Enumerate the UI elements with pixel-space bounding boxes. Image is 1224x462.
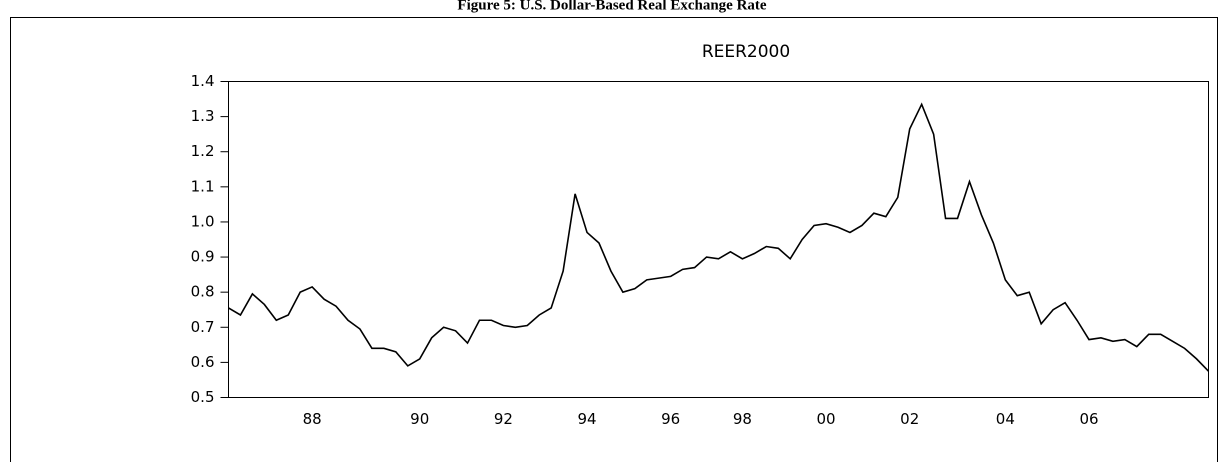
x-tick-label: 06 <box>1079 410 1098 428</box>
x-tick-label: 98 <box>733 410 752 428</box>
y-tick-label: 0.6 <box>191 353 215 371</box>
y-tick-label: 0.9 <box>191 248 215 266</box>
plot-frame <box>228 81 1209 398</box>
y-tick-label: 1.4 <box>191 72 215 90</box>
x-tick-label: 94 <box>577 410 596 428</box>
x-tick-label: 00 <box>817 410 836 428</box>
x-tick-label: 88 <box>303 410 322 428</box>
chart-title: REER2000 <box>702 42 790 62</box>
x-tick-label: 92 <box>494 410 513 428</box>
x-tick-label: 96 <box>661 410 680 428</box>
figure-title: Figure 5: U.S. Dollar-Based Real Exchang… <box>457 0 766 13</box>
y-tick-label: 1.1 <box>191 177 215 195</box>
y-tick-label: 1.2 <box>191 142 215 160</box>
y-tick-label: 1.3 <box>191 107 215 125</box>
x-tick-label: 90 <box>410 410 429 428</box>
figure-border <box>10 17 1218 462</box>
y-tick-label: 0.7 <box>191 318 215 336</box>
y-tick-label: 1.0 <box>191 212 215 230</box>
y-tick-label: 0.8 <box>191 283 215 301</box>
line-series <box>228 102 1210 372</box>
x-tick-label: 04 <box>996 410 1015 428</box>
x-tick-label: 02 <box>900 410 919 428</box>
y-tick-label: 0.5 <box>191 388 215 406</box>
